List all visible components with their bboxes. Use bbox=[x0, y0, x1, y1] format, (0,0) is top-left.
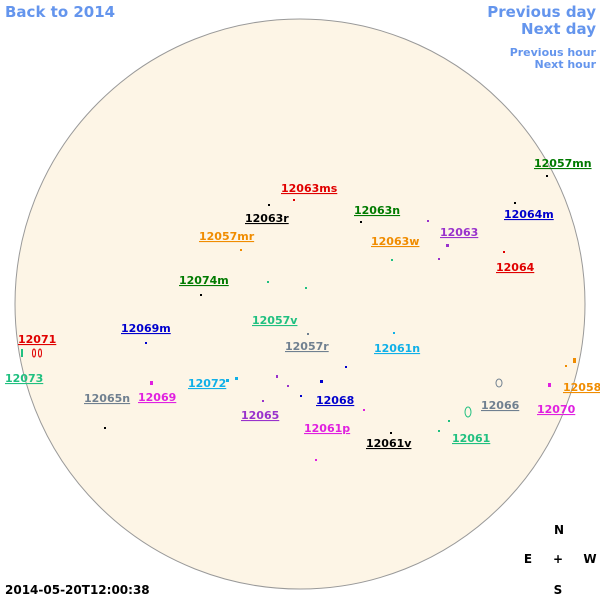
region-link[interactable]: 12057mr bbox=[199, 230, 255, 243]
region-link[interactable]: 12065n bbox=[84, 392, 130, 405]
region-link[interactable]: 12061 bbox=[452, 432, 490, 445]
region-link[interactable]: 12061n bbox=[374, 342, 420, 355]
timestamp: 2014-05-20T12:00:38 bbox=[5, 583, 150, 597]
compass-north: N bbox=[554, 523, 564, 537]
next-day-link[interactable]: Next day bbox=[521, 20, 596, 38]
region-link[interactable]: 12057r bbox=[285, 340, 329, 353]
region-link[interactable]: 12069 bbox=[138, 391, 176, 404]
region-link[interactable]: 12061p bbox=[304, 422, 350, 435]
region-link[interactable]: 12069m bbox=[121, 322, 171, 335]
region-link[interactable]: 12063 bbox=[440, 226, 478, 239]
region-link[interactable]: 12058 bbox=[563, 381, 600, 394]
previous-day-link[interactable]: Previous day bbox=[487, 3, 596, 21]
region-link[interactable]: 12073 bbox=[5, 372, 43, 385]
spots bbox=[21, 175, 576, 461]
region-link[interactable]: 12064 bbox=[496, 261, 535, 274]
region-link[interactable]: 12071 bbox=[18, 333, 56, 346]
region-link[interactable]: 12063ms bbox=[281, 182, 338, 195]
region-link[interactable]: 12064m bbox=[504, 208, 554, 221]
region-link[interactable]: 12063w bbox=[371, 235, 419, 248]
region-link[interactable]: 12070 bbox=[537, 403, 576, 416]
region-link[interactable]: 12074m bbox=[179, 274, 229, 287]
region-link[interactable]: 12061v bbox=[366, 437, 412, 450]
region-link[interactable]: 12057v bbox=[252, 314, 298, 327]
region-link[interactable]: 12057mn bbox=[534, 157, 592, 170]
next-hour-link[interactable]: Next hour bbox=[535, 58, 597, 71]
compass-center: + bbox=[553, 552, 563, 566]
previous-hour-link[interactable]: Previous hour bbox=[510, 46, 597, 59]
region-link[interactable]: 12063r bbox=[245, 212, 289, 225]
compass-south: S bbox=[554, 583, 563, 597]
solar-disk bbox=[14, 18, 586, 590]
region-link[interactable]: 12066 bbox=[481, 399, 520, 412]
compass-east: E bbox=[524, 552, 532, 566]
back-link[interactable]: Back to 2014 bbox=[5, 3, 115, 21]
region-link[interactable]: 12063n bbox=[354, 204, 400, 217]
region-link[interactable]: 12065 bbox=[241, 409, 279, 422]
region-link[interactable]: 12068 bbox=[316, 394, 354, 407]
compass-west: W bbox=[583, 552, 596, 566]
region-link[interactable]: 12072 bbox=[188, 377, 226, 390]
